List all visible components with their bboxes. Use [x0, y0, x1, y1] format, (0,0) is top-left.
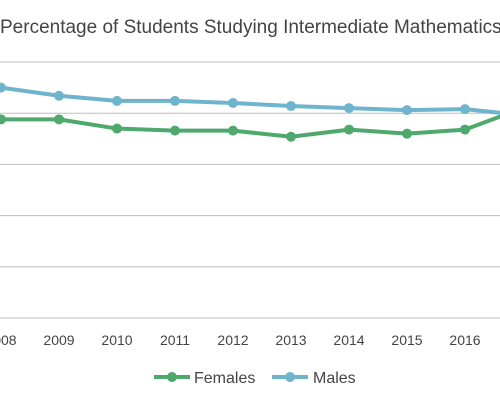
x-tick-label: 2014 [333, 332, 364, 348]
data-point-females[interactable] [286, 131, 296, 142]
x-tick-label: 2012 [217, 332, 248, 348]
legend-label-males: Males [313, 370, 356, 387]
x-tick-label: 2011 [160, 332, 190, 348]
x-tick-label: 2013 [275, 332, 306, 348]
data-point-females[interactable] [54, 114, 64, 125]
legend-marker-females [167, 372, 177, 382]
series-females [0, 114, 500, 142]
data-point-females[interactable] [344, 124, 354, 135]
x-tick-label: 2016 [449, 332, 480, 348]
series-line-males [0, 85, 500, 115]
data-point-females[interactable] [0, 114, 6, 125]
chart-title: Percentage of Students Studying Intermed… [0, 17, 500, 38]
data-point-males[interactable] [0, 82, 6, 93]
x-axis-tick-labels: 2008200920102011201220132014201520162017 [0, 332, 481, 348]
x-tick-label: 2015 [391, 332, 422, 348]
x-tick-label: 2009 [43, 332, 74, 348]
gridlines [0, 61, 500, 319]
series-males [0, 82, 500, 116]
legend: Females Males [154, 370, 356, 387]
data-point-females[interactable] [402, 128, 412, 139]
data-point-males[interactable] [170, 95, 180, 106]
data-point-males[interactable] [460, 104, 470, 115]
x-tick-label: 2010 [101, 332, 132, 348]
data-point-males[interactable] [228, 97, 238, 108]
legend-item-females[interactable]: Females [154, 370, 255, 387]
series-lines [0, 82, 500, 142]
data-point-males[interactable] [112, 95, 122, 106]
data-point-females[interactable] [228, 125, 238, 136]
data-point-males[interactable] [344, 103, 354, 114]
series-line-females [1, 114, 500, 139]
data-point-males[interactable] [402, 105, 412, 116]
x-tick-label: 2008 [0, 332, 17, 348]
data-point-males[interactable] [286, 101, 296, 112]
data-point-males[interactable] [54, 90, 64, 101]
data-point-females[interactable] [460, 124, 470, 135]
legend-item-males[interactable]: Males [272, 370, 356, 387]
data-point-females[interactable] [112, 123, 122, 134]
data-point-females[interactable] [170, 125, 180, 136]
legend-marker-males [285, 372, 295, 382]
legend-label-females: Females [194, 370, 255, 387]
